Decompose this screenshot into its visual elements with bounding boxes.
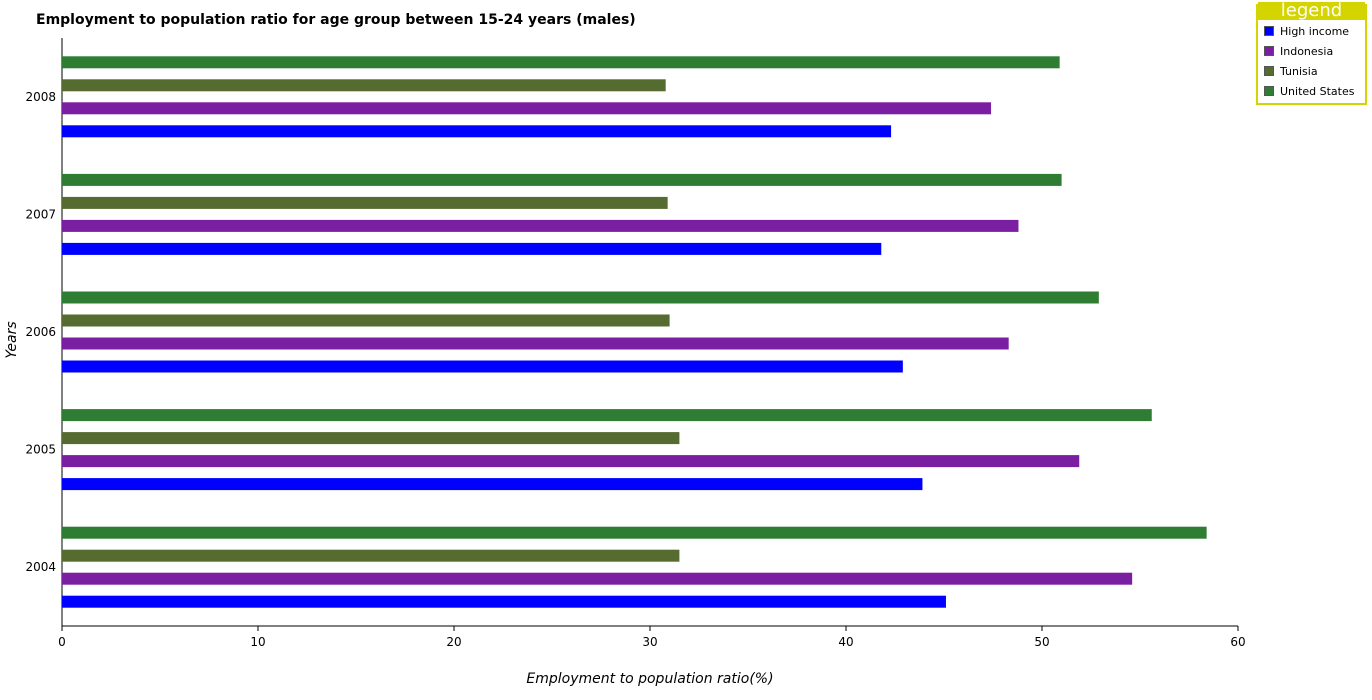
x-axis-label: Employment to population ratio(%) [526, 671, 773, 687]
chart-title: Employment to population ratio for age g… [36, 12, 636, 28]
x-axis-ticks: 0 10 20 30 40 50 60 [58, 626, 1246, 649]
bar-indonesia-2004 [62, 572, 1133, 585]
y-axis-label: Years [4, 321, 20, 358]
bar-united-states-2004 [62, 526, 1207, 539]
y-tick-label: 2004 [25, 560, 56, 574]
bar-tunisia-2006 [62, 314, 670, 327]
y-tick-label: 2005 [25, 443, 56, 457]
legend-item-tunisia: Tunisia [1264, 64, 1318, 78]
legend-swatch [1264, 26, 1274, 36]
legend: legend High income Indonesia Tunisia Uni… [1256, 2, 1367, 105]
y-tick-label: 2008 [25, 90, 56, 104]
legend-label: High income [1280, 24, 1350, 38]
bar-indonesia-2005 [62, 455, 1080, 468]
bar-high-income-2005 [62, 478, 923, 491]
bar-united-states-2008 [62, 56, 1060, 69]
legend-label: Tunisia [1280, 64, 1318, 78]
legend-item-indonesia: Indonesia [1264, 44, 1333, 58]
legend-label: Indonesia [1280, 44, 1334, 58]
legend-item-united-states: United States [1264, 84, 1355, 98]
legend-swatch [1264, 66, 1274, 76]
legend-item-high-income: High income [1264, 24, 1349, 38]
x-tick-label: 20 [446, 635, 461, 649]
x-tick-label: 10 [250, 635, 265, 649]
x-tick-label: 0 [58, 635, 66, 649]
bar-high-income-2004 [62, 595, 946, 608]
x-tick-label: 60 [1230, 635, 1245, 649]
legend-label: United States [1280, 84, 1355, 98]
bar-tunisia-2008 [62, 79, 666, 92]
bar-united-states-2005 [62, 409, 1152, 422]
legend-swatch [1264, 46, 1274, 56]
bar-united-states-2006 [62, 291, 1099, 304]
bar-tunisia-2007 [62, 196, 668, 209]
x-tick-label: 30 [642, 635, 657, 649]
legend-swatch [1264, 86, 1274, 96]
bar-united-states-2007 [62, 173, 1062, 186]
plot-area [61, 38, 1238, 627]
bar-high-income-2007 [62, 242, 882, 255]
bar-indonesia-2007 [62, 219, 1019, 232]
bar-indonesia-2008 [62, 102, 992, 115]
bar-tunisia-2005 [62, 432, 680, 445]
bar-indonesia-2006 [62, 337, 1009, 350]
legend-title: legend [1258, 2, 1365, 20]
y-tick-label: 2007 [25, 207, 56, 221]
bar-high-income-2008 [62, 125, 892, 138]
x-tick-label: 40 [838, 635, 853, 649]
bar-tunisia-2004 [62, 549, 680, 562]
y-tick-label: 2006 [25, 325, 56, 339]
bar-high-income-2006 [62, 360, 903, 373]
y-axis-ticks: 2004 2005 2006 2007 2008 [25, 90, 56, 574]
x-tick-label: 50 [1034, 635, 1049, 649]
